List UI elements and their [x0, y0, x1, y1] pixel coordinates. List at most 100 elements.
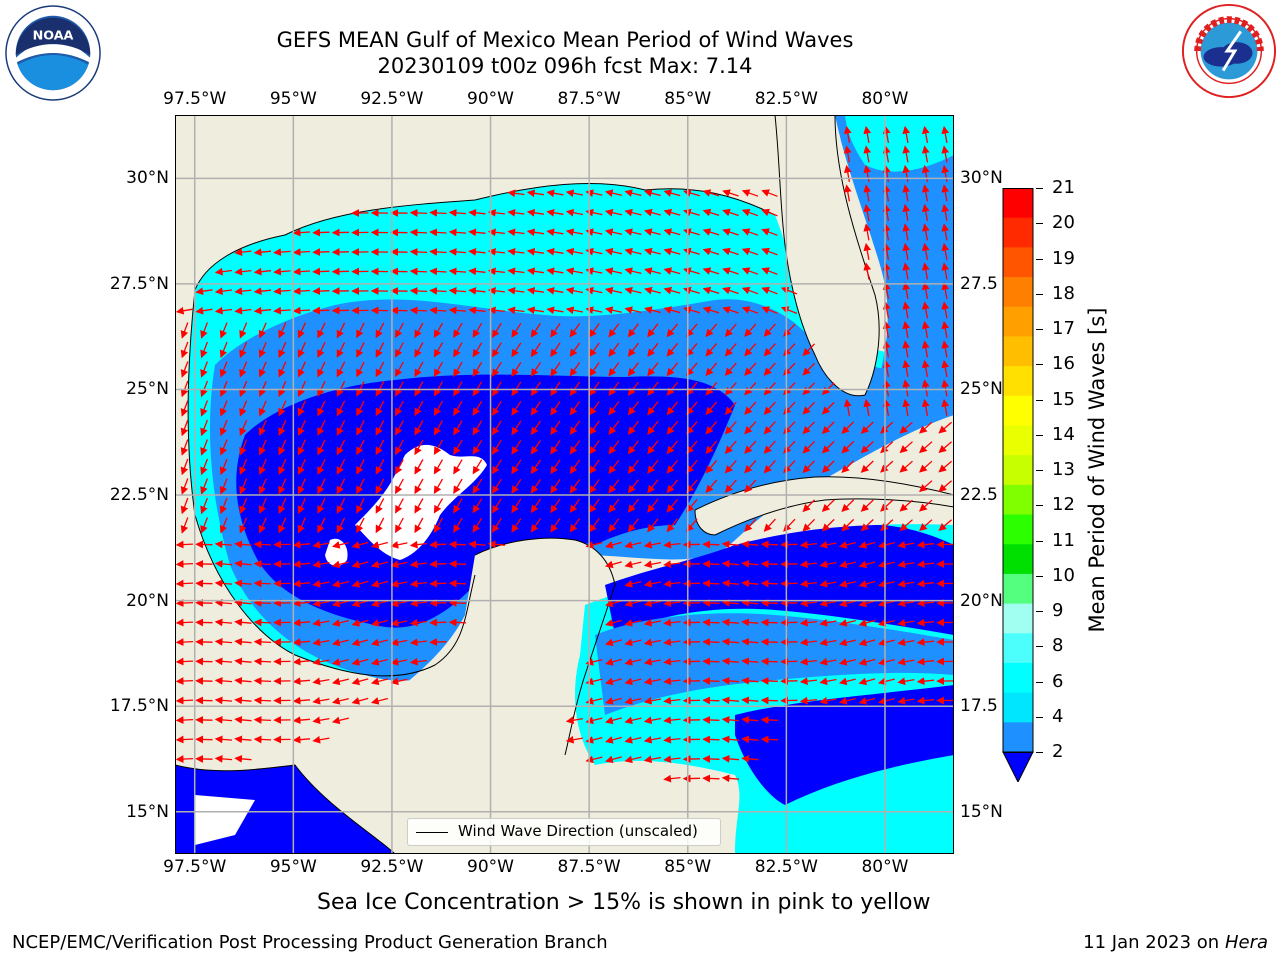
wind-arrow — [375, 498, 385, 514]
wind-arrow — [921, 125, 930, 144]
wind-arrow — [838, 697, 856, 705]
wind-arrow — [902, 184, 911, 202]
wind-arrow — [663, 638, 681, 647]
wind-arrow — [841, 518, 855, 532]
wind-arrow — [916, 540, 935, 549]
wind-arrow — [195, 287, 213, 296]
wind-arrow — [819, 618, 837, 627]
wind-arrow — [761, 247, 778, 256]
wind-arrow — [858, 580, 876, 588]
coastline-yucatan — [474, 537, 616, 756]
wind-arrow — [643, 735, 662, 744]
wind-arrow — [351, 619, 369, 627]
wind-arrow — [624, 599, 642, 608]
wind-arrow — [780, 286, 798, 295]
wind-arrow — [312, 638, 330, 647]
wind-arrow — [724, 343, 737, 357]
wind-arrow — [292, 287, 311, 295]
wind-arrow — [899, 460, 913, 473]
wind-arrow — [760, 696, 779, 705]
wind-arrow — [741, 579, 759, 588]
wind-arrow — [589, 479, 600, 494]
wind-arrow — [705, 459, 718, 474]
wind-arrow — [741, 228, 759, 236]
wind-arrow — [605, 677, 622, 686]
wind-arrow — [468, 267, 486, 276]
wind-arrow — [472, 322, 483, 338]
wind-arrow — [741, 189, 759, 197]
wind-arrow — [375, 381, 385, 397]
lon-tick-bottom: 80°W — [861, 857, 909, 877]
wind-arrow — [686, 518, 698, 533]
wind-arrow — [370, 619, 388, 627]
wind-arrow — [317, 322, 326, 339]
wind-arrow — [331, 541, 349, 549]
wind-arrow — [744, 382, 757, 396]
wind-arrow — [395, 322, 404, 339]
wind-arrow — [214, 267, 232, 276]
wind-arrow — [448, 247, 467, 256]
lon-tick-top: 80°W — [861, 89, 909, 109]
wind-arrow — [686, 342, 698, 357]
wind-arrow — [278, 419, 287, 436]
wind-arrow — [863, 125, 872, 144]
lat-tick-left: 30°N — [126, 168, 169, 189]
wind-arrow — [569, 381, 581, 397]
wind-arrow — [219, 322, 228, 339]
wind-arrow — [409, 267, 428, 276]
wind-arrow — [273, 267, 291, 276]
wind-arrow — [312, 228, 330, 237]
colorbar-band — [1003, 277, 1033, 308]
wind-arrow — [292, 657, 311, 666]
wind-arrow — [472, 498, 483, 514]
wind-arrow — [414, 322, 424, 339]
wind-arrow — [429, 287, 447, 295]
wind-arrow — [741, 598, 759, 607]
footer-host: Hera — [1224, 932, 1268, 953]
wind-arrow — [175, 579, 194, 588]
wind-arrow — [722, 228, 739, 236]
wind-arrow — [292, 618, 311, 627]
wind-arrow — [741, 247, 759, 256]
wind-arrow — [624, 736, 642, 744]
wind-arrow — [297, 341, 306, 358]
wind-arrow — [643, 696, 662, 705]
wind-arrow — [702, 599, 720, 607]
colorbar-tick-mark — [1036, 258, 1043, 260]
wind-arrow — [663, 716, 681, 725]
wind-arrow — [414, 342, 424, 358]
wind-arrow — [624, 228, 642, 236]
wind-arrow — [624, 247, 642, 256]
wind-arrow — [492, 478, 502, 494]
wind-arrow — [643, 579, 662, 588]
wind-arrow — [453, 478, 463, 495]
wind-arrow — [487, 286, 505, 295]
wind-arrow — [686, 323, 698, 338]
wind-arrow — [472, 361, 483, 377]
wind-arrow — [351, 677, 369, 686]
wind-arrow — [938, 441, 953, 454]
wind-arrow — [744, 343, 757, 357]
wind-arrow — [863, 262, 872, 280]
wind-arrow — [414, 420, 424, 436]
wind-arrow — [487, 208, 505, 217]
wind-arrow — [297, 380, 306, 397]
wind-arrow — [312, 716, 330, 725]
footer-credit: NCEP/EMC/Verification Post Processing Pr… — [12, 932, 608, 953]
wind-arrow — [721, 657, 740, 666]
wind-arrow — [370, 658, 388, 666]
nws-logo-icon — [1181, 3, 1277, 99]
wind-arrow — [802, 518, 816, 532]
wind-arrow — [530, 440, 542, 455]
wind-arrow — [882, 242, 891, 261]
wind-arrow — [253, 248, 272, 257]
wind-arrow — [882, 398, 891, 417]
wind-arrow — [741, 540, 759, 549]
wind-arrow — [744, 440, 757, 454]
wind-arrow — [214, 559, 233, 568]
noaa-logo-text: NOAA — [33, 28, 74, 43]
wind-arrow — [702, 560, 720, 568]
wind-arrow — [763, 440, 776, 454]
wind-arrow — [686, 498, 698, 513]
wind-arrow — [453, 498, 463, 514]
